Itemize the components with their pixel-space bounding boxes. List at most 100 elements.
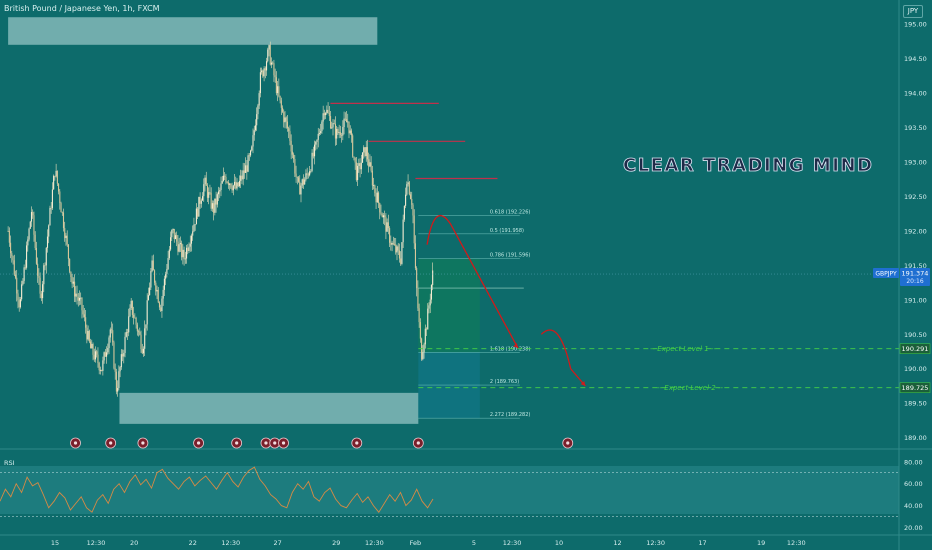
candle-body <box>81 297 83 311</box>
x-tick-label: 10 <box>555 539 563 547</box>
candle-body <box>51 189 53 209</box>
candle-body <box>102 360 104 371</box>
candles <box>7 41 434 397</box>
candle-body <box>93 354 95 360</box>
candle-body <box>418 308 420 323</box>
currency-button[interactable]: JPY <box>903 5 923 18</box>
candle-body <box>200 200 202 204</box>
candle-body <box>286 121 289 129</box>
candle-body <box>70 271 72 278</box>
candle-body <box>274 75 276 78</box>
candle-body <box>301 179 303 186</box>
candle-body <box>193 224 195 232</box>
candle-body <box>18 300 20 308</box>
candle-body <box>74 281 76 297</box>
supply-zone[interactable] <box>8 17 378 45</box>
projection-path-1[interactable] <box>426 214 519 349</box>
candle-body <box>386 222 388 232</box>
candle-body <box>183 249 185 260</box>
y-tick-label: 193.50 <box>904 124 927 132</box>
y-tick-label: 192.50 <box>904 193 927 201</box>
candle-body <box>267 49 269 62</box>
candle-body <box>131 300 133 315</box>
candle-body <box>249 150 252 156</box>
candle-body <box>350 130 353 136</box>
candle-body <box>117 388 119 392</box>
candle-body <box>138 331 140 333</box>
candle-body <box>77 297 79 301</box>
candle-body <box>226 182 228 184</box>
candle-body <box>256 114 258 126</box>
candle-body <box>130 300 132 308</box>
candle-body <box>363 147 365 153</box>
candle-body <box>12 256 14 261</box>
rsi-tick-label: 20.00 <box>904 524 923 532</box>
candle-body <box>184 258 186 260</box>
candle-body <box>69 258 71 272</box>
event-marker-dot <box>273 441 277 445</box>
candle-body <box>257 105 259 115</box>
candle-body <box>320 131 322 134</box>
x-tick-label: 12:30 <box>646 539 665 547</box>
target-label: -- Expect Level 2 -- <box>657 384 723 392</box>
candle-body <box>270 62 273 65</box>
y-tick-label: 191.50 <box>904 262 927 270</box>
candle-body <box>181 243 183 258</box>
candle-body <box>377 192 380 204</box>
candle-body <box>344 118 346 120</box>
candle-body <box>203 184 205 197</box>
candle-body <box>402 219 404 243</box>
candle-body <box>236 182 238 189</box>
candle-body <box>195 208 197 225</box>
candle-body <box>334 123 337 139</box>
candle-body <box>316 139 318 142</box>
demand-zone[interactable] <box>119 392 419 424</box>
candle-body <box>172 228 174 231</box>
candle-body <box>359 163 361 170</box>
candle-body <box>108 337 110 349</box>
candle-body <box>149 287 151 296</box>
candle-body <box>376 192 378 203</box>
candle-body <box>92 343 94 355</box>
candle-body <box>26 245 28 268</box>
candle-body <box>218 191 220 195</box>
candle-body <box>103 352 105 361</box>
candle-body <box>98 363 100 371</box>
candle-body <box>82 310 84 315</box>
candle-body <box>106 352 108 357</box>
target-price-label: 189.725 <box>902 384 929 392</box>
candle-body <box>208 192 210 198</box>
candle-body <box>278 86 280 96</box>
candle-body <box>66 235 68 245</box>
candle-body <box>295 173 297 177</box>
candle-body <box>354 157 356 163</box>
candle-body <box>144 328 146 349</box>
candle-body <box>300 185 302 195</box>
candle-body <box>99 369 101 371</box>
event-marker-dot <box>196 441 201 445</box>
candle-body <box>232 185 234 191</box>
candle-body <box>54 175 56 177</box>
candle-body <box>65 235 67 239</box>
candle-body <box>401 242 403 264</box>
projection-path-2[interactable] <box>540 329 586 387</box>
candle-body <box>145 324 147 329</box>
candle-body <box>368 159 370 167</box>
candle-body <box>141 349 143 354</box>
event-marker-dot <box>355 441 359 445</box>
candle-body <box>397 246 399 251</box>
main-pane[interactable] <box>0 0 899 448</box>
candle-body <box>291 151 293 155</box>
rsi-band <box>0 466 899 514</box>
candle-body <box>14 274 17 278</box>
candle-body <box>251 146 253 151</box>
fib-label: 2 (189.763) <box>490 379 519 385</box>
candle-body <box>133 314 135 318</box>
candle-body <box>158 302 161 308</box>
candle-body <box>199 196 201 204</box>
candle-body <box>123 352 125 357</box>
candle-body <box>313 144 316 157</box>
candle-body <box>173 228 175 239</box>
candle-body <box>318 133 321 134</box>
